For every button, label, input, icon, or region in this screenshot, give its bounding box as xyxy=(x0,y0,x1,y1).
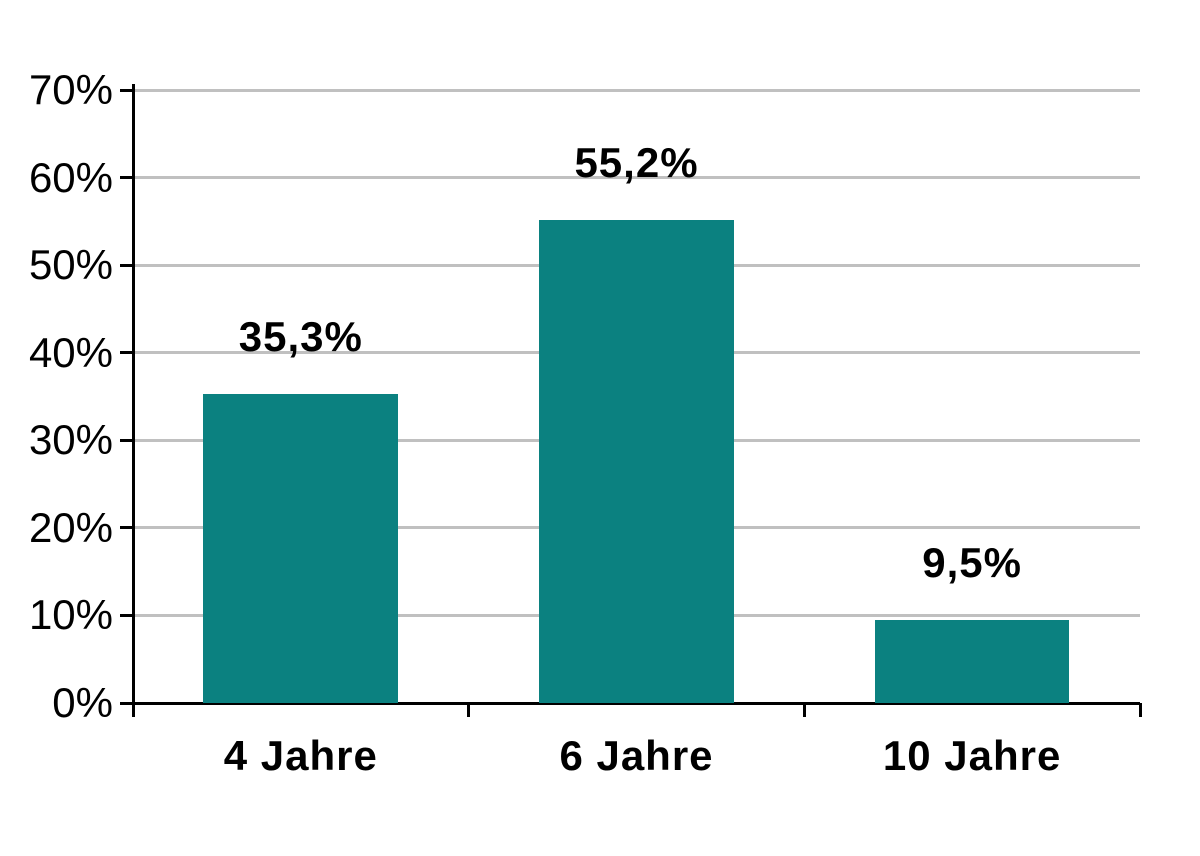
x-category-label: 6 Jahre xyxy=(559,732,714,779)
bar-4-jahre xyxy=(203,393,399,703)
x-category-label: 10 Jahre xyxy=(882,732,1062,779)
y-axis-label-50: 50% xyxy=(28,241,113,289)
x-axis xyxy=(133,702,1140,705)
bar-10-jahre xyxy=(874,619,1070,703)
y-axis-label-30: 30% xyxy=(28,416,113,464)
x-axis-tick-0 xyxy=(131,703,135,717)
y-axis-label-20: 20% xyxy=(28,503,113,551)
y-axis-tick-10 xyxy=(120,613,133,617)
y-axis-tick-60 xyxy=(120,176,133,180)
x-axis-tick-1 xyxy=(467,703,471,717)
y-axis-label-10: 10% xyxy=(28,591,113,639)
y-axis-tick-40 xyxy=(120,351,133,355)
x-axis-tick-3 xyxy=(1138,703,1142,717)
y-axis xyxy=(132,84,135,705)
bar-6-jahre xyxy=(539,219,734,703)
y-axis-label-70: 70% xyxy=(28,66,113,113)
y-axis-tick-70 xyxy=(120,88,133,92)
y-axis-label-60: 60% xyxy=(28,153,113,201)
y-axis-tick-0 xyxy=(120,701,133,705)
y-axis-tick-20 xyxy=(120,526,133,530)
bar-value-label: 55,2% xyxy=(574,138,699,186)
x-category-label: 4 Jahre xyxy=(223,732,378,779)
y-axis-label-0: 0% xyxy=(52,679,113,726)
x-axis-tick-2 xyxy=(802,703,806,717)
y-axis-tick-50 xyxy=(120,263,133,267)
y-axis-label-40: 40% xyxy=(28,328,113,376)
gridline-60 xyxy=(133,176,1140,180)
y-axis-tick-30 xyxy=(120,438,133,442)
bar-value-label: 35,3% xyxy=(238,312,363,360)
bar-value-label: 9,5% xyxy=(922,538,1023,586)
gridline-70 xyxy=(133,88,1140,92)
